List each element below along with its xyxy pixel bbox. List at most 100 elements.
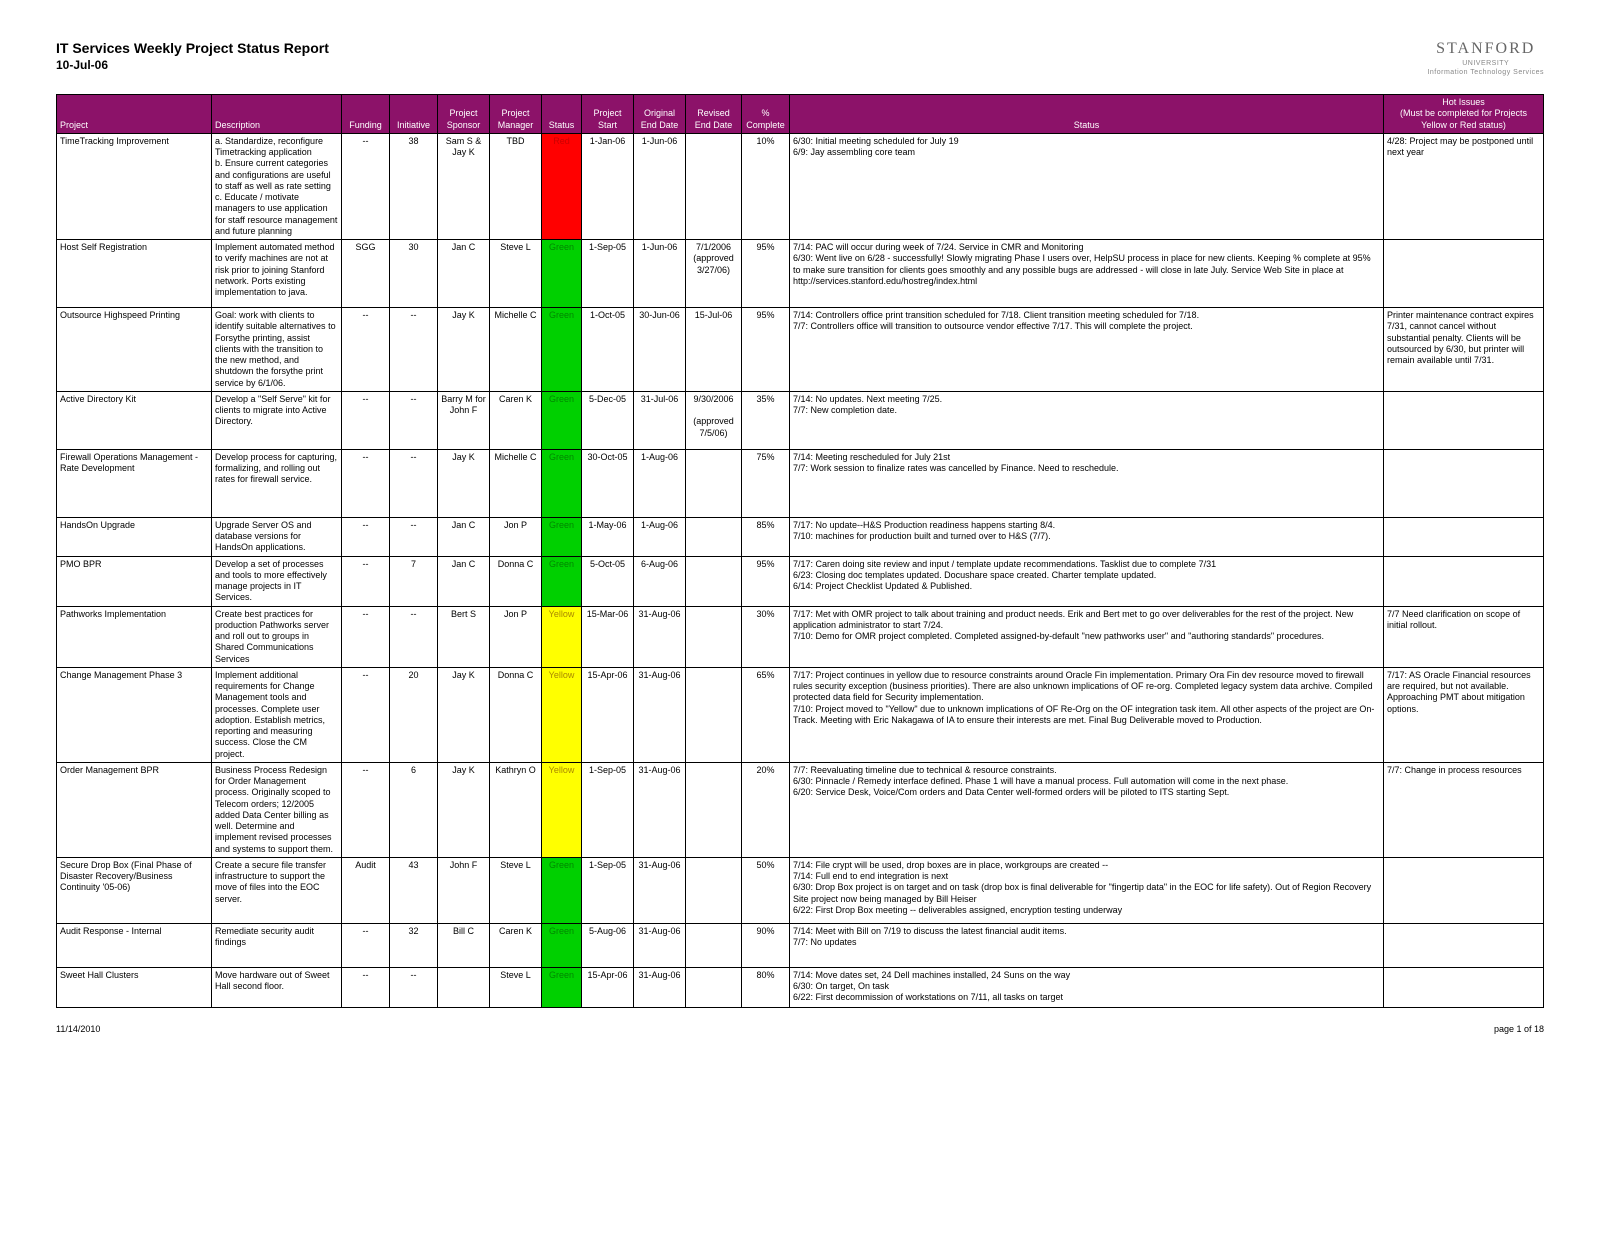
cell-manager: Donna C: [490, 556, 542, 606]
cell-rev: [686, 923, 742, 967]
cell-comp: 80%: [742, 967, 790, 1007]
cell-sponsor: Jan C: [438, 517, 490, 556]
cell-desc: Remediate security audit findings: [212, 923, 342, 967]
th-funding: Funding: [342, 95, 390, 134]
cell-rev: 15-Jul-06: [686, 308, 742, 392]
cell-sponsor: Jay K: [438, 449, 490, 517]
page-header: IT Services Weekly Project Status Report…: [56, 40, 1544, 76]
cell-project: Pathworks Implementation: [57, 606, 212, 667]
cell-init: 20: [390, 667, 438, 762]
cell-comp: 75%: [742, 449, 790, 517]
th-init: Initiative: [390, 95, 438, 134]
cell-rev: [686, 857, 742, 923]
cell-hot: [1384, 517, 1544, 556]
cell-funding: SGG: [342, 240, 390, 308]
cell-end: 30-Jun-06: [634, 308, 686, 392]
cell-stattext: 7/7: Reevaluating timeline due to techni…: [790, 762, 1384, 857]
cell-desc: Move hardware out of Sweet Hall second f…: [212, 967, 342, 1007]
cell-status: Green: [542, 517, 582, 556]
cell-sponsor: John F: [438, 857, 490, 923]
cell-hot: [1384, 391, 1544, 449]
cell-status: Green: [542, 308, 582, 392]
cell-hot: 7/17: AS Oracle Financial resources are …: [1384, 667, 1544, 762]
cell-end: 6-Aug-06: [634, 556, 686, 606]
cell-init: 7: [390, 556, 438, 606]
cell-project: Sweet Hall Clusters: [57, 967, 212, 1007]
cell-manager: Donna C: [490, 667, 542, 762]
cell-manager: Michelle C: [490, 449, 542, 517]
cell-stattext: 7/14: No updates. Next meeting 7/25. 7/7…: [790, 391, 1384, 449]
cell-project: Order Management BPR: [57, 762, 212, 857]
cell-comp: 85%: [742, 517, 790, 556]
cell-stattext: 7/14: Move dates set, 24 Dell machines i…: [790, 967, 1384, 1007]
table-row: Active Directory KitDevelop a "Self Serv…: [57, 391, 1544, 449]
cell-sponsor: Bert S: [438, 606, 490, 667]
cell-sponsor: Barry M for John F: [438, 391, 490, 449]
cell-start: 1-Sep-05: [582, 857, 634, 923]
cell-start: 15-Apr-06: [582, 967, 634, 1007]
cell-rev: [686, 133, 742, 239]
cell-start: 1-Jan-06: [582, 133, 634, 239]
table-row: Firewall Operations Management - Rate De…: [57, 449, 1544, 517]
cell-stattext: 7/14: PAC will occur during week of 7/24…: [790, 240, 1384, 308]
th-desc: Description: [212, 95, 342, 134]
cell-funding: --: [342, 517, 390, 556]
cell-end: 1-Jun-06: [634, 133, 686, 239]
page-footer: 11/14/2010 page 1 of 18: [56, 1024, 1544, 1034]
header-right: STANFORD UNIVERSITY Information Technolo…: [1427, 40, 1544, 76]
cell-project: PMO BPR: [57, 556, 212, 606]
th-stattext: Status: [790, 95, 1384, 134]
cell-manager: TBD: [490, 133, 542, 239]
cell-end: 1-Jun-06: [634, 240, 686, 308]
table-row: Change Management Phase 3Implement addit…: [57, 667, 1544, 762]
cell-funding: --: [342, 133, 390, 239]
cell-project: Active Directory Kit: [57, 391, 212, 449]
cell-init: 6: [390, 762, 438, 857]
table-row: HandsOn UpgradeUpgrade Server OS and dat…: [57, 517, 1544, 556]
cell-sponsor: Jan C: [438, 556, 490, 606]
cell-manager: Kathryn O: [490, 762, 542, 857]
cell-manager: Steve L: [490, 967, 542, 1007]
cell-rev: 9/30/2006 (approved 7/5/06): [686, 391, 742, 449]
table-row: PMO BPRDevelop a set of processes and to…: [57, 556, 1544, 606]
table-row: Host Self RegistrationImplement automate…: [57, 240, 1544, 308]
cell-rev: [686, 556, 742, 606]
cell-end: 31-Jul-06: [634, 391, 686, 449]
cell-rev: [686, 667, 742, 762]
cell-comp: 20%: [742, 762, 790, 857]
cell-stattext: 7/14: File crypt will be used, drop boxe…: [790, 857, 1384, 923]
cell-funding: --: [342, 667, 390, 762]
cell-hot: [1384, 556, 1544, 606]
cell-desc: Develop a set of processes and tools to …: [212, 556, 342, 606]
cell-stattext: 7/17: No update--H&S Production readines…: [790, 517, 1384, 556]
cell-start: 5-Oct-05: [582, 556, 634, 606]
cell-rev: 7/1/2006 (approved 3/27/06): [686, 240, 742, 308]
th-start: Project Start: [582, 95, 634, 134]
table-row: Outsource Highspeed PrintingGoal: work w…: [57, 308, 1544, 392]
cell-hot: [1384, 967, 1544, 1007]
cell-status: Yellow: [542, 667, 582, 762]
cell-end: 31-Aug-06: [634, 762, 686, 857]
cell-hot: [1384, 449, 1544, 517]
cell-funding: --: [342, 762, 390, 857]
cell-start: 15-Apr-06: [582, 667, 634, 762]
cell-hot: 4/28: Project may be postponed until nex…: [1384, 133, 1544, 239]
cell-rev: [686, 606, 742, 667]
cell-project: TimeTracking Improvement: [57, 133, 212, 239]
report-date: 10-Jul-06: [56, 58, 329, 72]
cell-init: --: [390, 967, 438, 1007]
cell-manager: Steve L: [490, 240, 542, 308]
cell-manager: Jon P: [490, 517, 542, 556]
cell-stattext: 7/14: Meet with Bill on 7/19 to discuss …: [790, 923, 1384, 967]
cell-stattext: 7/17: Met with OMR project to talk about…: [790, 606, 1384, 667]
cell-status: Red: [542, 133, 582, 239]
th-manager: Project Manager: [490, 95, 542, 134]
cell-rev: [686, 762, 742, 857]
cell-start: 1-May-06: [582, 517, 634, 556]
cell-status: Yellow: [542, 762, 582, 857]
header-left: IT Services Weekly Project Status Report…: [56, 40, 329, 72]
table-row: Audit Response - InternalRemediate secur…: [57, 923, 1544, 967]
cell-desc: Develop process for capturing, formalizi…: [212, 449, 342, 517]
cell-funding: --: [342, 449, 390, 517]
cell-status: Green: [542, 923, 582, 967]
